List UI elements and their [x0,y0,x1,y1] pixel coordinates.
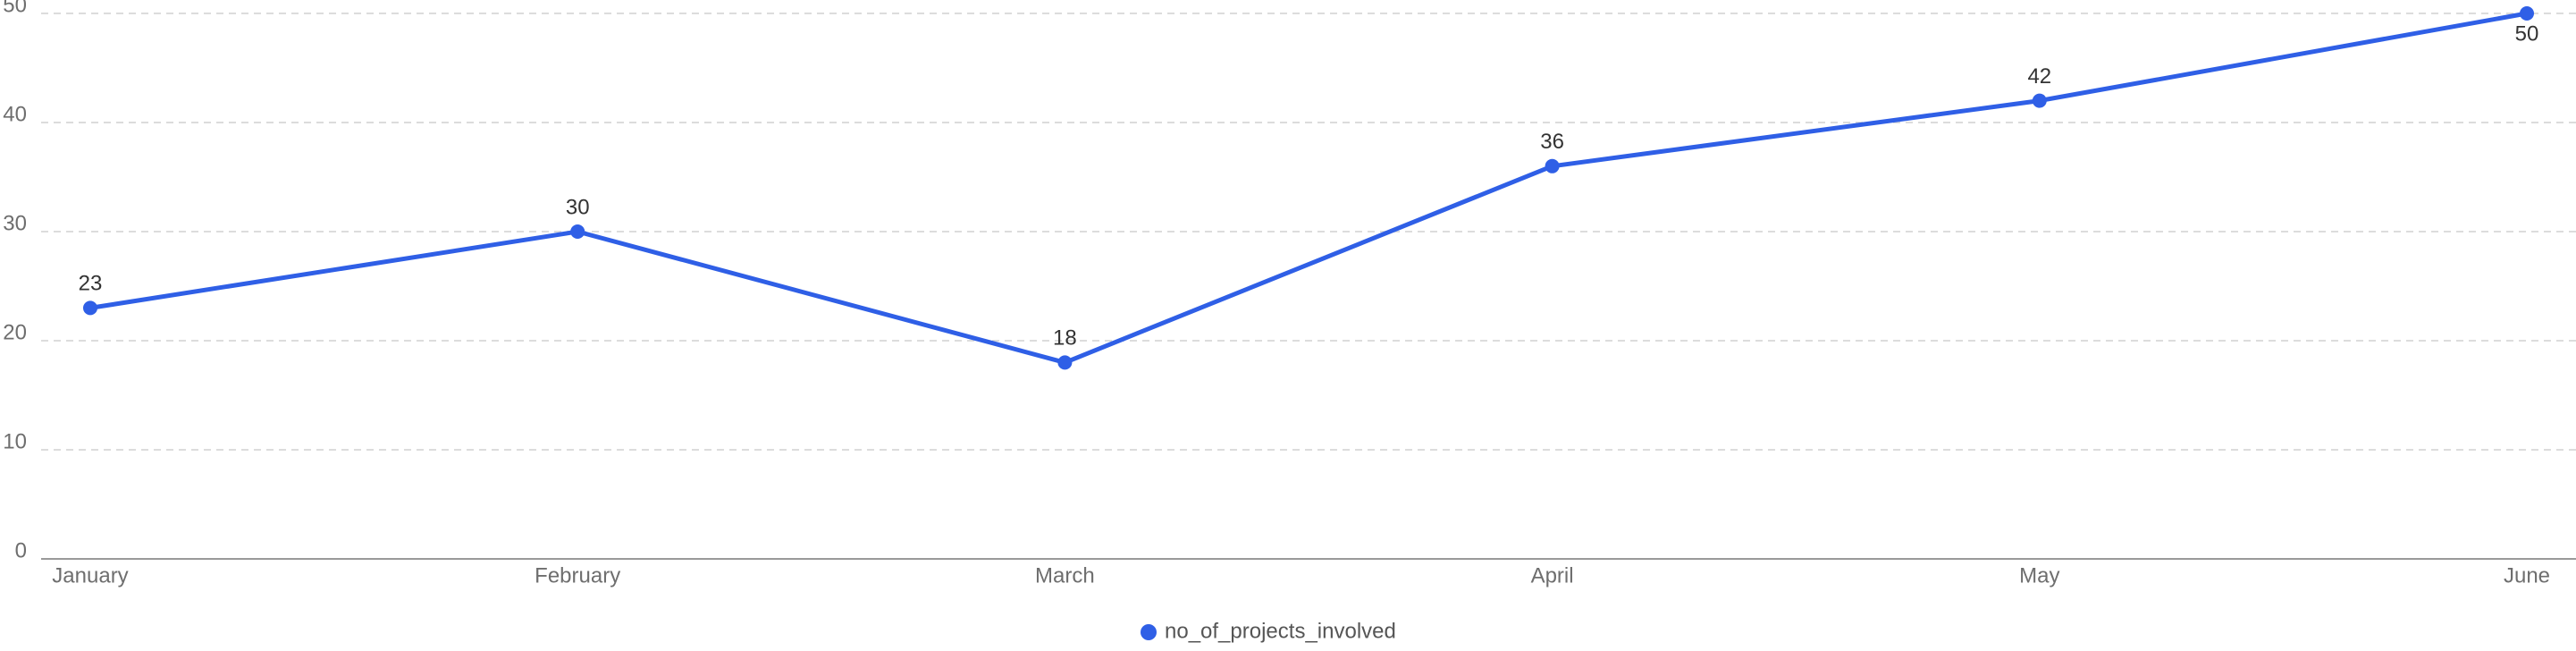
point [2520,6,2534,21]
x-tick-label: May [2019,563,2059,588]
legend-label: no_of_projects_involved [1165,619,1396,643]
y-tick-label: 50 [3,0,27,17]
x-tick-label: June [2504,563,2550,588]
x-tick-label: January [52,563,128,588]
y-tick-label: 0 [15,538,27,562]
y-tick-label: 30 [3,211,27,235]
legend: no_of_projects_involved [1141,619,1396,643]
x-tick-label: April [1531,563,1574,588]
data-label: 50 [2515,21,2539,46]
y-tick-label: 10 [3,429,27,453]
point [570,224,585,239]
legend-marker [1141,624,1157,640]
data-label: 36 [1540,130,1564,154]
y-tick-label: 20 [3,320,27,344]
point [1057,355,1073,370]
y-tick-label: 40 [3,102,27,126]
data-label: 30 [566,195,590,219]
point [2032,93,2047,108]
line [89,11,2528,365]
data-label: 23 [79,272,103,296]
data-label: 42 [2027,64,2051,89]
data-label: 18 [1053,326,1077,351]
point [83,300,97,316]
x-tick-label: March [1035,563,1095,588]
point [1545,158,1560,173]
x-tick-label: February [535,563,620,588]
